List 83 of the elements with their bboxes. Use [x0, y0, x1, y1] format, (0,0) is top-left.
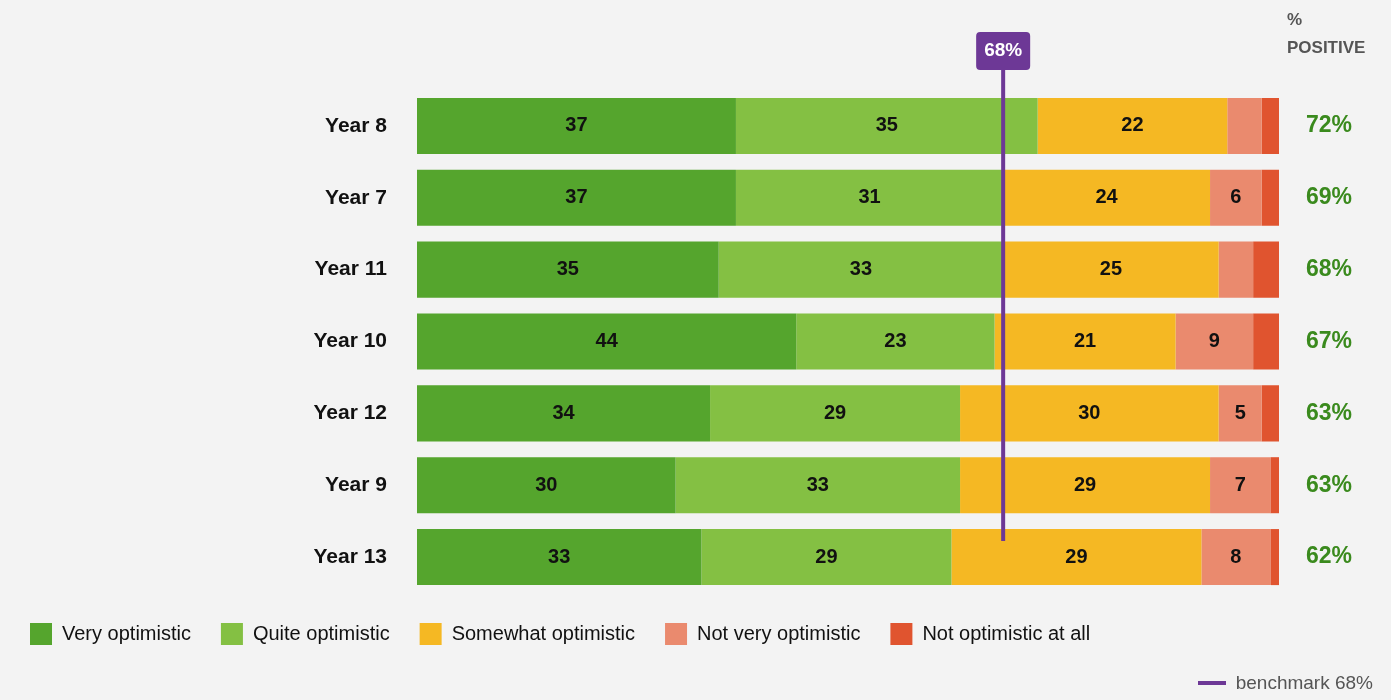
y-tick-label: Year 13: [313, 543, 387, 567]
bar: [994, 313, 1176, 370]
bar: [1253, 241, 1279, 298]
data-label: 34: [552, 400, 576, 423]
bar: [1218, 241, 1254, 298]
text: 69%: [1305, 183, 1353, 210]
bar: [960, 385, 1219, 442]
data-label: 6: [1230, 185, 1242, 208]
bar: [1210, 457, 1271, 514]
bar: [417, 385, 711, 442]
y-tick-label: Year 7: [325, 184, 387, 208]
legend-label: Quite optimistic: [252, 621, 390, 644]
data-label: 8: [1230, 544, 1242, 567]
data-label: 44: [595, 329, 619, 352]
bar: [960, 457, 1211, 514]
data-label: 37: [565, 185, 588, 208]
data-label: 30: [535, 472, 558, 495]
bar: [675, 457, 961, 514]
bar: [417, 97, 736, 154]
data-label: 29: [1065, 544, 1088, 567]
bar: [951, 529, 1202, 586]
bar: [1218, 385, 1262, 442]
bar: [417, 529, 702, 586]
data-label: 21: [1073, 329, 1097, 352]
data-label: 33: [849, 257, 873, 280]
data-label: 29: [1073, 472, 1097, 495]
bar: [1037, 97, 1228, 154]
bar: [1261, 169, 1279, 226]
legend-label: Somewhat optimistic: [451, 621, 636, 644]
bar: [417, 313, 797, 370]
bar: [417, 241, 719, 298]
text: 62%: [1305, 542, 1353, 569]
bar: [1270, 529, 1279, 586]
bar: [710, 385, 961, 442]
bar: [718, 241, 1004, 298]
text: 72%: [1305, 111, 1353, 138]
data-label: 31: [858, 185, 881, 208]
text: % POSITIVE: [1287, 9, 1366, 57]
y-tick-label: Year 11: [314, 256, 388, 280]
bar: [417, 169, 736, 226]
text: benchmark 68%: [1235, 672, 1373, 694]
text: 63%: [1305, 398, 1353, 425]
y-tick-label: Year 9: [325, 472, 387, 496]
data-label: 29: [823, 400, 847, 423]
bar: [1253, 313, 1279, 370]
data-label: 9: [1208, 329, 1220, 352]
legend-label: Not optimistic at all: [922, 621, 1091, 644]
data-label: 33: [806, 472, 829, 495]
data-label: 24: [1095, 185, 1119, 208]
bar: [1201, 529, 1271, 586]
data-label: 7: [1234, 472, 1246, 495]
data-label: 22: [1121, 113, 1144, 136]
bar: [735, 97, 1038, 154]
data-label: 29: [815, 544, 838, 567]
y-tick-label: Year 12: [313, 400, 387, 424]
bar: [796, 313, 995, 370]
y-tick-label: Year 8: [325, 112, 388, 136]
data-label: 30: [1078, 400, 1101, 423]
data-label: 33: [548, 544, 571, 567]
ref-line-label: 68%: [984, 39, 1023, 61]
bar: [1175, 313, 1254, 370]
data-label: 35: [875, 113, 898, 136]
data-label: 35: [556, 257, 579, 280]
bar: [1003, 241, 1219, 298]
bar: [417, 457, 676, 514]
bar: [1227, 97, 1262, 154]
bar: [701, 529, 952, 586]
legend-label: Not very optimistic: [697, 621, 861, 644]
bar: [735, 169, 1004, 226]
bar: [1261, 97, 1279, 154]
data-label: 23: [884, 329, 907, 352]
bar: [1270, 457, 1279, 514]
bar: [1003, 169, 1211, 226]
text: 68%: [1305, 254, 1353, 281]
data-label: 5: [1234, 400, 1246, 423]
legend-label: Very optimistic: [62, 621, 191, 644]
data-label: 37: [565, 113, 588, 136]
y-tick-label: Year 10: [313, 328, 387, 352]
text: 63%: [1305, 470, 1353, 497]
bar: [1261, 385, 1279, 442]
bar: [1210, 169, 1262, 226]
text: 67%: [1305, 326, 1353, 353]
data-label: 25: [1099, 257, 1123, 280]
